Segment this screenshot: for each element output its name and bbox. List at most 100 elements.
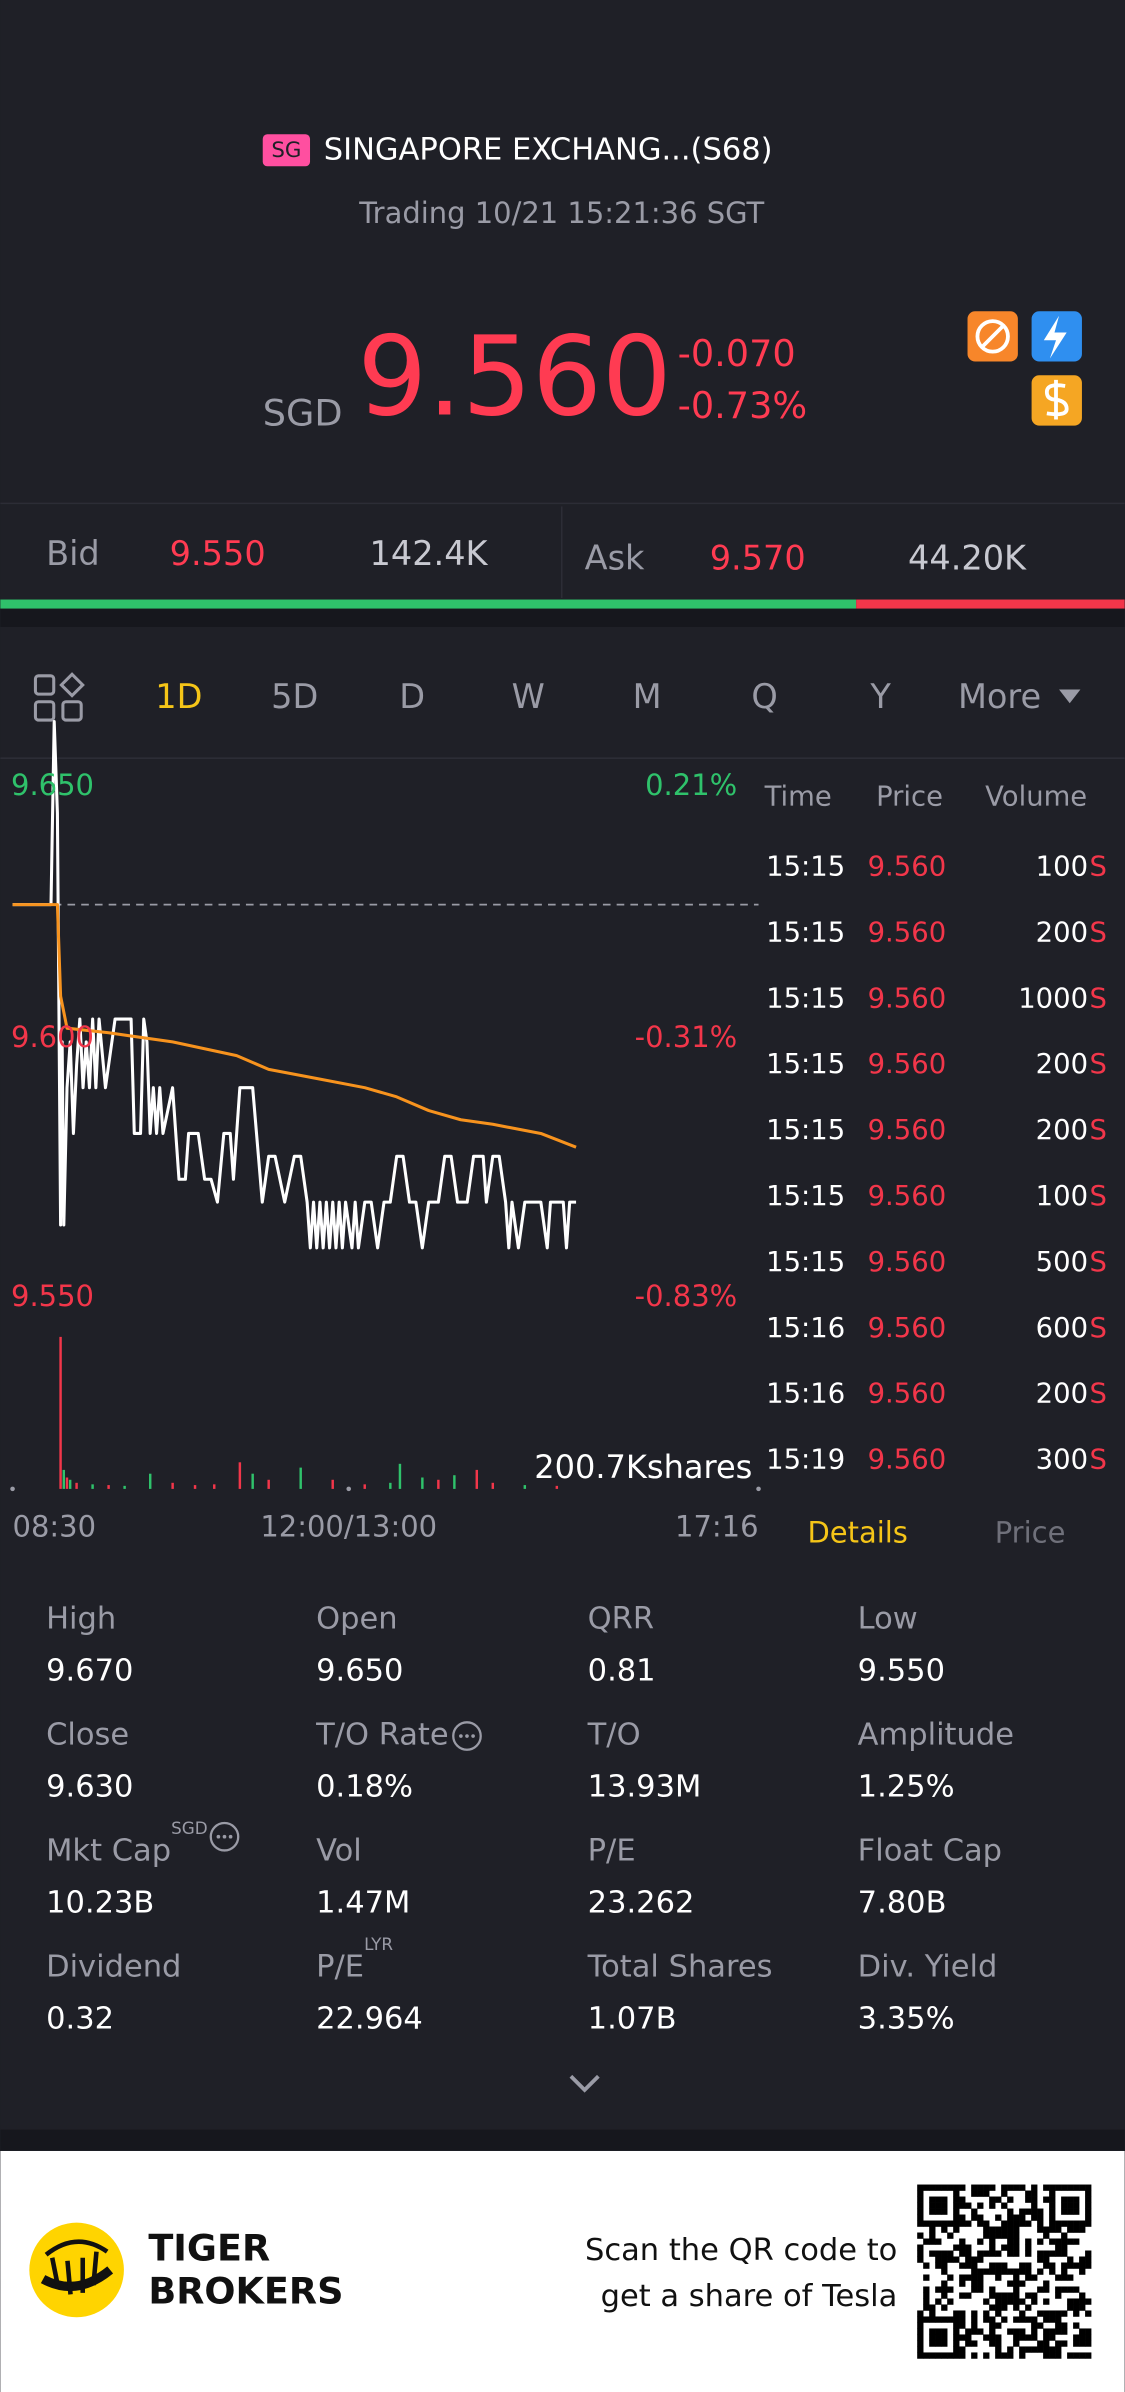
detail-label: Amplitude — [858, 1718, 1014, 1753]
ask-bar — [856, 599, 1125, 609]
detail-label: Div. Yield — [858, 1949, 998, 1984]
qr-module — [1067, 2352, 1074, 2359]
period-tab[interactable]: Q — [751, 677, 777, 716]
qr-module — [983, 2190, 990, 2197]
period-tab[interactable]: D — [399, 677, 425, 716]
detail-label: P/E — [588, 1833, 636, 1868]
qr-module — [1019, 2214, 1026, 2221]
qr-module — [995, 2226, 1002, 2233]
trade-volume: 200 — [1036, 1049, 1088, 1080]
qr-module — [1001, 2298, 1008, 2305]
qr-module — [959, 2262, 966, 2269]
qr-module — [953, 2196, 960, 2203]
detail-label: Low — [858, 1602, 918, 1637]
qr-module — [1013, 2244, 1020, 2251]
brand: BROKERS — [148, 2269, 343, 2312]
period-tab[interactable]: W — [512, 677, 545, 716]
period-tab[interactable]: 1D — [155, 677, 202, 716]
qr-module — [1013, 2268, 1020, 2275]
qr-module — [1025, 2334, 1032, 2341]
qr-module — [959, 2280, 966, 2287]
qr-module — [1025, 2262, 1032, 2269]
qr-module — [1007, 2214, 1014, 2221]
qr-module — [1043, 2256, 1050, 2263]
detail-label: T/O Rate — [315, 1718, 449, 1753]
qr-module — [1061, 2286, 1068, 2293]
qr-module — [1013, 2292, 1020, 2299]
qr-module — [1025, 2274, 1032, 2281]
qr-module — [983, 2298, 990, 2305]
qr-module — [929, 2226, 936, 2233]
qr-module — [1085, 2250, 1092, 2257]
table-tab[interactable]: Details — [807, 1516, 907, 1550]
detail-label: Dividend — [46, 1949, 181, 1984]
qr-module — [971, 2280, 978, 2287]
volume-bar — [193, 1485, 197, 1489]
bid-label: Bid — [46, 534, 100, 573]
qr-module — [1001, 2316, 1008, 2323]
qr-module — [995, 2340, 1002, 2347]
qr-module — [1049, 2202, 1056, 2209]
qr-module — [1073, 2220, 1080, 2227]
qr-module — [989, 2244, 996, 2251]
qr-module — [935, 2352, 942, 2359]
period-tab[interactable]: Y — [869, 677, 891, 716]
layout-icon[interactable] — [33, 672, 85, 722]
period-tab[interactable]: 5D — [271, 677, 318, 716]
period-tab[interactable]: M — [633, 677, 662, 716]
trade-volume: 100 — [1036, 1181, 1088, 1212]
qr-module — [941, 2208, 948, 2215]
qr-module — [1037, 2310, 1044, 2317]
qr-module — [1007, 2280, 1014, 2287]
qr-module — [923, 2274, 930, 2281]
qr-module — [935, 2238, 942, 2245]
info-dot — [471, 1734, 475, 1738]
trade-side: S — [1090, 1445, 1107, 1476]
info-icon[interactable] — [452, 1721, 482, 1751]
qr-module — [995, 2304, 1002, 2311]
qr-module — [917, 2256, 924, 2263]
table-tab[interactable]: Price — [995, 1516, 1066, 1550]
qr-module — [995, 2250, 1002, 2257]
qr-module — [1079, 2298, 1086, 2305]
qr-module — [1055, 2220, 1062, 2227]
detail-label: Total Shares — [587, 1949, 773, 1984]
qr-module — [1031, 2190, 1038, 2197]
qr-module — [1013, 2280, 1020, 2287]
qr-module — [1043, 2352, 1050, 2359]
qr-module — [989, 2268, 996, 2275]
qr-module — [1007, 2346, 1014, 2353]
qr-module — [1079, 2220, 1086, 2227]
qr-module — [1019, 2346, 1026, 2353]
qr-module — [1013, 2274, 1020, 2281]
qr-module — [1007, 2232, 1014, 2239]
qr-code[interactable] — [917, 2184, 1092, 2359]
expand-chevron[interactable] — [569, 2074, 600, 2093]
qr-module — [1049, 2352, 1056, 2359]
qr-module — [1061, 2244, 1068, 2251]
trade-volume: 200 — [1036, 1115, 1088, 1146]
qr-module — [1061, 2184, 1068, 2191]
qr-module — [1079, 2226, 1086, 2233]
qr-module — [917, 2202, 924, 2209]
volume-bar — [62, 1469, 65, 1489]
period-tab[interactable]: More — [958, 677, 1041, 716]
qr-module — [959, 2196, 966, 2203]
qr-module — [1067, 2298, 1074, 2305]
stock-title[interactable]: SINGAPORE EXCHANG...(S68) — [324, 133, 773, 168]
qr-module — [959, 2322, 966, 2329]
info-icon[interactable] — [209, 1821, 240, 1852]
x-tick-label: 17:16 — [675, 1510, 758, 1544]
qr-module — [1043, 2226, 1050, 2233]
info-dot — [216, 1834, 221, 1839]
icon-glyph — [33, 674, 56, 696]
qr-module — [1031, 2202, 1038, 2209]
qr-module — [1001, 2184, 1008, 2191]
qr-module — [995, 2334, 1002, 2341]
info-dot — [459, 1734, 463, 1738]
icon-glyph — [59, 672, 85, 698]
qr-module — [995, 2346, 1002, 2353]
qr-module — [1013, 2232, 1020, 2239]
qr-module — [1025, 2196, 1032, 2203]
qr-module — [1055, 2238, 1062, 2245]
